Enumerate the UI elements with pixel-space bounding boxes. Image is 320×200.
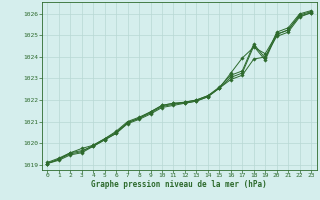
- X-axis label: Graphe pression niveau de la mer (hPa): Graphe pression niveau de la mer (hPa): [91, 180, 267, 189]
